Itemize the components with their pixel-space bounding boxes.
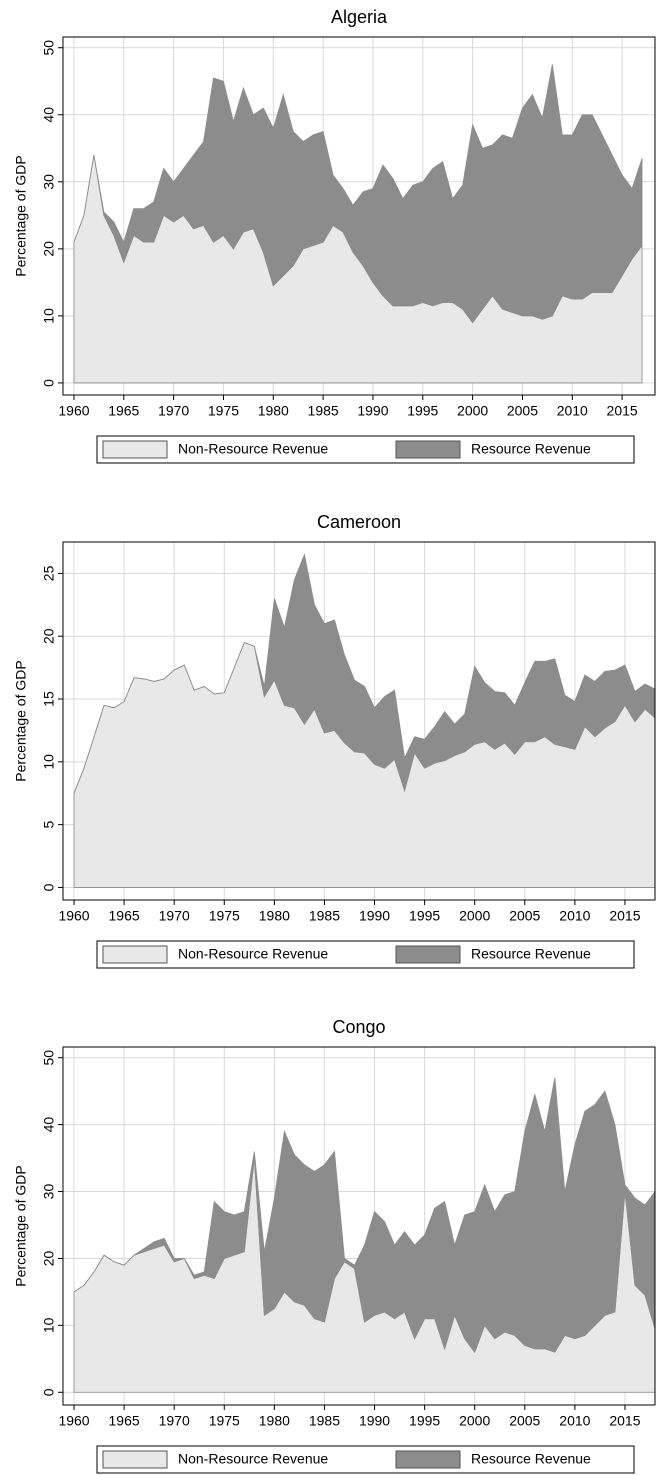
legend-label: Resource Revenue: [471, 1451, 591, 1467]
chart-title: Algeria: [331, 7, 388, 27]
legend-label: Non-Resource Revenue: [178, 441, 328, 457]
x-tick-label: 2015: [609, 1413, 640, 1429]
y-axis-label: Percentage of GDP: [13, 660, 29, 781]
plot-frame: [62, 36, 656, 396]
legend-box: [96, 435, 635, 464]
x-tick-label: 1960: [58, 1413, 89, 1429]
x-tick-label: 2010: [559, 1413, 590, 1429]
y-tick-label: 0: [41, 883, 57, 891]
x-tick-label: 2010: [559, 908, 590, 924]
y-axis-label: Percentage of GDP: [13, 1165, 29, 1286]
x-tick-label: 1975: [209, 908, 240, 924]
legend-swatch: [102, 440, 168, 459]
x-tick-label: 1965: [109, 908, 140, 924]
legend-swatch: [395, 440, 461, 459]
x-tick-label: 1965: [109, 1413, 140, 1429]
legend-swatch: [102, 945, 168, 964]
legend-box: [96, 940, 635, 969]
x-tick-label: 1980: [258, 403, 289, 419]
y-tick-label: 10: [41, 1317, 57, 1333]
legend-label: Non-Resource Revenue: [178, 946, 328, 962]
x-tick-label: 1995: [409, 1413, 440, 1429]
legend-label: Resource Revenue: [471, 946, 591, 962]
y-tick-label: 5: [41, 821, 57, 829]
y-tick-label: 10: [41, 308, 57, 324]
plot-frame: [62, 541, 656, 901]
x-tick-label: 2005: [509, 908, 540, 924]
x-tick-label: 2005: [509, 1413, 540, 1429]
x-tick-label: 1970: [159, 1413, 190, 1429]
y-tick-label: 20: [41, 1250, 57, 1266]
legend-swatch: [102, 1450, 168, 1469]
x-tick-label: 2005: [507, 403, 538, 419]
legend-label: Resource Revenue: [471, 441, 591, 457]
area: [73, 64, 643, 324]
x-tick-label: 2000: [457, 403, 488, 419]
x-tick-label: 1970: [158, 403, 189, 419]
y-tick-label: 0: [41, 379, 57, 387]
y-tick-label: 25: [41, 565, 57, 581]
x-tick-label: 1960: [58, 403, 89, 419]
x-tick-label: 1990: [357, 403, 388, 419]
x-tick-label: 1985: [309, 908, 340, 924]
x-tick-label: 1975: [208, 403, 239, 419]
y-tick-label: 50: [41, 1050, 57, 1066]
x-tick-label: 2015: [609, 908, 640, 924]
panel: Algeria 1960 1965 1970 1975 1980 1985 1990 1995 2…: [13, 7, 656, 464]
x-tick-label: 2000: [459, 1413, 490, 1429]
x-tick-label: 1985: [309, 1413, 340, 1429]
y-tick-label: 20: [41, 241, 57, 257]
y-axis-label: Percentage of GDP: [13, 155, 29, 276]
x-tick-label: 1960: [58, 908, 89, 924]
y-tick-label: 20: [41, 628, 57, 644]
panel: Cameroon 1960 1965 1970 1975 1980 1985 1990 1995…: [13, 512, 656, 969]
x-tick-label: 1985: [308, 403, 339, 419]
x-tick-label: 1990: [359, 1413, 390, 1429]
chart-title: Cameroon: [317, 512, 401, 532]
x-tick-label: 2015: [607, 403, 638, 419]
x-tick-label: 2010: [557, 403, 588, 419]
y-tick-label: 30: [41, 1184, 57, 1200]
plot-frame: [62, 1046, 656, 1406]
legend-swatch: [395, 1450, 461, 1469]
legend-label: Non-Resource Revenue: [178, 1451, 328, 1467]
x-tick-label: 1990: [359, 908, 390, 924]
x-tick-label: 1965: [108, 403, 139, 419]
y-tick-label: 0: [41, 1388, 57, 1396]
x-tick-label: 1980: [259, 908, 290, 924]
y-tick-label: 30: [41, 174, 57, 190]
x-tick-label: 1970: [159, 908, 190, 924]
y-tick-label: 10: [41, 754, 57, 770]
x-tick-label: 2000: [459, 908, 490, 924]
legend-swatch: [395, 945, 461, 964]
y-tick-label: 40: [41, 1117, 57, 1133]
chart-title: Congo: [332, 1017, 385, 1037]
x-tick-label: 1995: [407, 403, 438, 419]
x-tick-label: 1980: [259, 1413, 290, 1429]
y-tick-label: 40: [41, 107, 57, 123]
x-tick-label: 1975: [209, 1413, 240, 1429]
legend-box: [96, 1445, 635, 1474]
y-tick-label: 15: [41, 691, 57, 707]
x-tick-label: 1995: [409, 908, 440, 924]
y-tick-label: 50: [41, 40, 57, 56]
